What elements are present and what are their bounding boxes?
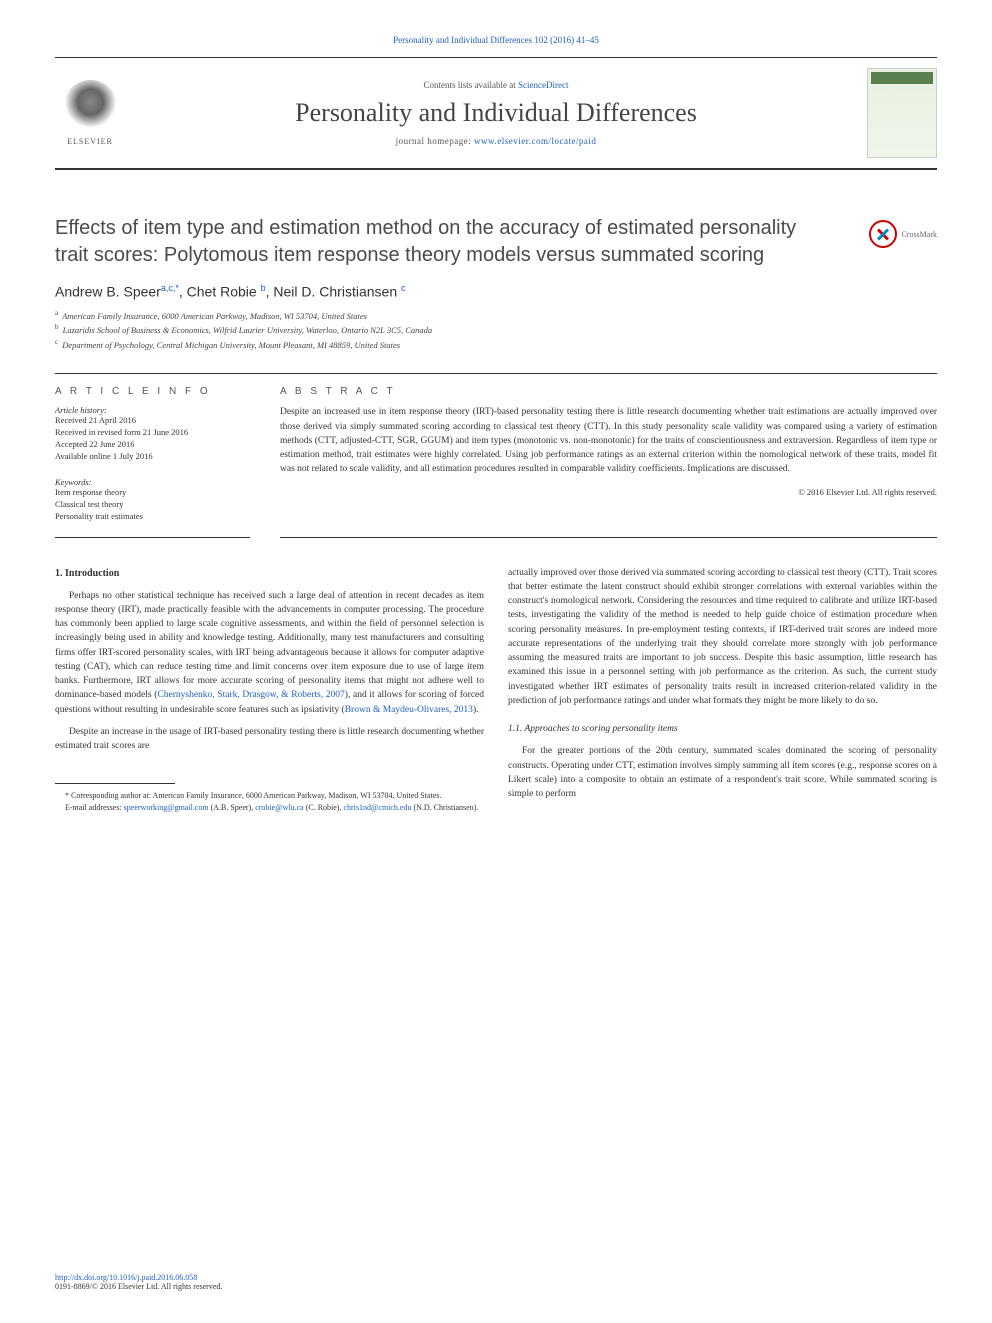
issn-copyright-line: 0191-8869/© 2016 Elsevier Ltd. All right… (55, 1282, 222, 1291)
abstract-text: Despite an increased use in item respons… (280, 405, 937, 476)
paragraph-1: Perhaps no other statistical technique h… (55, 589, 484, 717)
footnote-rule (55, 783, 175, 784)
email-label: E-mail addresses: (65, 803, 124, 812)
crossmark-badge[interactable]: CrossMark (869, 220, 937, 248)
author-1: Andrew B. Speer (55, 284, 161, 300)
keyword-1: Item response theory (55, 487, 250, 499)
email-christiansen-who: (N.D. Christiansen). (411, 803, 478, 812)
paragraph-1a: Perhaps no other statistical technique h… (55, 591, 484, 701)
paragraph-1c: ). (473, 705, 479, 715)
keywords-label: Keywords: (55, 477, 250, 487)
masthead-center: Contents lists available at ScienceDirec… (125, 80, 867, 146)
keyword-2: Classical test theory (55, 499, 250, 511)
journal-masthead: ELSEVIER Contents lists available at Sci… (55, 57, 937, 170)
author-1-affiliations[interactable]: a,c, (161, 283, 176, 293)
article-header: CrossMark Effects of item type and estim… (55, 215, 937, 351)
article-info-sidebar: A R T I C L E I N F O Article history: R… (55, 374, 250, 537)
affiliation-b-text: Lazaridis School of Business & Economics… (63, 325, 433, 335)
elsevier-tree-icon (63, 80, 118, 135)
affiliation-c-text: Department of Psychology, Central Michig… (62, 340, 400, 350)
email-speer-who: (A.B. Speer), (209, 803, 256, 812)
homepage-prefix: journal homepage: (396, 136, 474, 146)
body-column-left: 1. Introduction Perhaps no other statist… (55, 566, 484, 813)
crossmark-icon (869, 220, 897, 248)
crossmark-label: CrossMark (901, 230, 937, 239)
email-robie[interactable]: crobie@wlu.ca (255, 803, 303, 812)
article-body-columns: 1. Introduction Perhaps no other statist… (55, 566, 937, 813)
history-accepted: Accepted 22 June 2016 (55, 439, 250, 451)
history-revised: Received in revised form 21 June 2016 (55, 427, 250, 439)
article-title: Effects of item type and estimation meth… (55, 215, 835, 269)
contents-available-line: Contents lists available at ScienceDirec… (125, 80, 867, 90)
email-footnote: E-mail addresses: speerworking@gmail.com… (55, 802, 484, 813)
author-3-affiliations[interactable]: c (401, 283, 406, 293)
elsevier-logo-text: ELSEVIER (67, 137, 113, 146)
author-3: , Neil D. Christiansen (266, 284, 398, 300)
affiliations-list: a American Family Insurance, 6000 Americ… (55, 308, 937, 352)
paragraph-3: actually improved over those derived via… (508, 566, 937, 709)
author-list: Andrew B. Speera,c,*, Chet Robie b, Neil… (55, 283, 937, 300)
body-column-right: actually improved over those derived via… (508, 566, 937, 813)
citation-header: Personality and Individual Differences 1… (55, 35, 937, 45)
article-history-label: Article history: (55, 405, 250, 415)
history-online: Available online 1 July 2016 (55, 451, 250, 463)
keyword-3: Personality trait estimates (55, 511, 250, 523)
abstract-column: A B S T R A C T Despite an increased use… (280, 374, 937, 537)
doi-link[interactable]: http://dx.doi.org/10.1016/j.paid.2016.06… (55, 1273, 197, 1282)
affiliation-a: a American Family Insurance, 6000 Americ… (55, 308, 937, 323)
abstract-heading: A B S T R A C T (280, 386, 937, 397)
author-2: , Chet Robie (179, 284, 257, 300)
affiliation-a-text: American Family Insurance, 6000 American… (62, 310, 367, 320)
affiliation-b: b Lazaridis School of Business & Economi… (55, 322, 937, 337)
corresponding-author-footnote: * Corresponding author at: American Fami… (55, 790, 484, 801)
citation-chernyshenko[interactable]: Chernyshenko, Stark, Drasgow, & Roberts,… (157, 690, 344, 700)
subsection-1-1-heading: 1.1. Approaches to scoring personality i… (508, 722, 937, 736)
article-info-heading: A R T I C L E I N F O (55, 386, 250, 397)
info-abstract-row: A R T I C L E I N F O Article history: R… (55, 373, 937, 537)
paragraph-4: For the greater portions of the 20th cen… (508, 744, 937, 801)
section-1-heading: 1. Introduction (55, 566, 484, 581)
abstract-copyright: © 2016 Elsevier Ltd. All rights reserved… (280, 487, 937, 497)
journal-name: Personality and Individual Differences (125, 98, 867, 128)
paragraph-2: Despite an increase in the usage of IRT-… (55, 725, 484, 754)
keywords-block: Keywords: Item response theory Classical… (55, 477, 250, 523)
journal-cover-thumbnail (867, 68, 937, 158)
contents-prefix: Contents lists available at (424, 80, 518, 90)
history-received: Received 21 April 2016 (55, 415, 250, 427)
email-speer[interactable]: speerworking@gmail.com (124, 803, 209, 812)
affiliation-c: c Department of Psychology, Central Mich… (55, 337, 937, 352)
sciencedirect-link[interactable]: ScienceDirect (518, 80, 568, 90)
email-robie-who: (C. Robie), (304, 803, 344, 812)
page-footer: http://dx.doi.org/10.1016/j.paid.2016.06… (55, 1273, 222, 1291)
journal-homepage-link[interactable]: www.elsevier.com/locate/paid (474, 136, 596, 146)
journal-homepage-line: journal homepage: www.elsevier.com/locat… (125, 136, 867, 146)
elsevier-logo: ELSEVIER (55, 76, 125, 151)
email-christiansen[interactable]: chris1nd@cmich.edu (343, 803, 411, 812)
citation-brown[interactable]: Brown & Maydeu-Olivares, 2013 (345, 705, 473, 715)
